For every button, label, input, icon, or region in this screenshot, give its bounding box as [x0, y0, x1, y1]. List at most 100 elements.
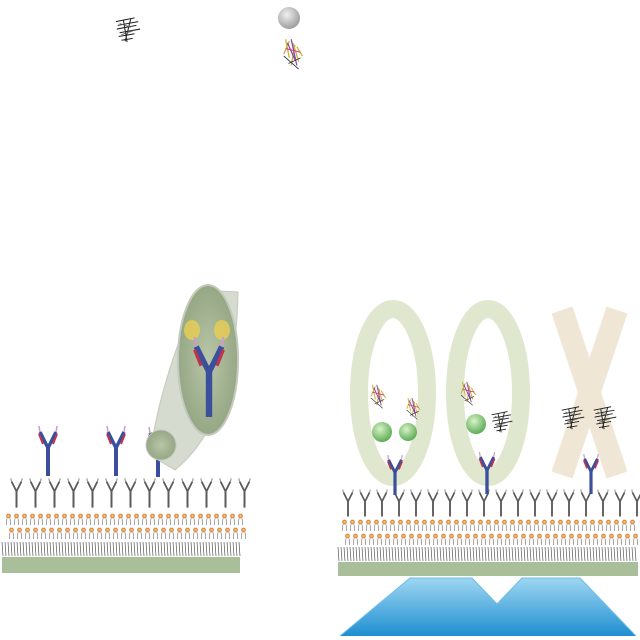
surface-hatch [22, 541, 25, 557]
surface-hatch [532, 546, 535, 562]
surface-hatch [550, 546, 553, 562]
lipid-unit [512, 533, 519, 546]
lipid-unit [549, 519, 556, 532]
blocking-antibody [238, 477, 251, 509]
blocking-antibody [29, 477, 42, 509]
lipid-unit [509, 519, 516, 532]
lipid-unit [21, 513, 28, 526]
lipid-unit [61, 513, 68, 526]
lipid-unit [144, 527, 151, 540]
lipid-unit [112, 527, 119, 540]
surface-hatch [157, 541, 160, 557]
lipid-unit [480, 533, 487, 546]
lipid-unit [344, 533, 351, 546]
surface-hatch [337, 546, 340, 562]
lipid-unit [397, 519, 404, 532]
lipid-unit [237, 513, 244, 526]
surface-hatch [508, 546, 511, 562]
lipid-unit [616, 533, 623, 546]
surface-hatch [46, 541, 49, 557]
blocking-antibody [67, 477, 80, 509]
surface-hatch [214, 541, 217, 557]
surface-hatch [460, 546, 463, 562]
blocking-antibody [48, 477, 61, 509]
surface-hatch [28, 541, 31, 557]
surface-hatch [82, 541, 85, 557]
blocking-antibody [597, 488, 609, 518]
surface-hatch [112, 541, 115, 557]
lipid-unit [77, 513, 84, 526]
surface-hatch [397, 546, 400, 562]
surface-hatch [43, 541, 46, 557]
surface-hatch [151, 541, 154, 557]
surface-hatch [154, 541, 157, 557]
blocking-antibody [342, 488, 354, 518]
lipid-unit [72, 527, 79, 540]
lipid-unit [109, 513, 116, 526]
lipid-unit [104, 527, 111, 540]
lipid-unit [8, 527, 15, 540]
lipid-unit [24, 527, 31, 540]
surface-hatch [418, 546, 421, 562]
lipid-unit [37, 513, 44, 526]
lipid-unit [352, 533, 359, 546]
lipid-unit [88, 527, 95, 540]
surface-hatch [76, 541, 79, 557]
lipid-unit [213, 513, 220, 526]
lipid-unit [504, 533, 511, 546]
surface-hatch [67, 541, 70, 557]
lipid-unit [56, 527, 63, 540]
surface-hatch [166, 541, 169, 557]
surface-hatch [622, 546, 625, 562]
blocking-antibody [181, 477, 194, 509]
surface-hatch [556, 546, 559, 562]
lipid-unit [437, 519, 444, 532]
lipid-unit [608, 533, 615, 546]
lipid-unit [384, 533, 391, 546]
surface-hatch [526, 546, 529, 562]
lipid-unit [48, 527, 55, 540]
lipid-unit [432, 533, 439, 546]
surface-hatch [604, 546, 607, 562]
lipid-unit [456, 533, 463, 546]
surface-hatch [232, 541, 235, 557]
surface-hatch [535, 546, 538, 562]
surface-hatch [196, 541, 199, 557]
surface-hatch [25, 541, 28, 557]
blocking-antibody [427, 488, 439, 518]
blocking-antibody [359, 488, 371, 518]
lipid-unit [464, 533, 471, 546]
surface-hatch [16, 541, 19, 557]
blocking-antibody [376, 488, 388, 518]
lipid-unit [632, 533, 639, 546]
surface-hatch [571, 546, 574, 562]
surface-hatch [415, 546, 418, 562]
blocking-antibody [200, 477, 213, 509]
lipid-unit [597, 519, 604, 532]
lipid-unit [533, 519, 540, 532]
surface-hatch [619, 546, 622, 562]
surface-hatch [226, 541, 229, 557]
lipid-unit [376, 533, 383, 546]
lipid-unit [168, 527, 175, 540]
lipid-unit [360, 533, 367, 546]
blocking-antibody [105, 477, 118, 509]
surface-hatch [118, 541, 121, 557]
blocking-antibody [124, 477, 137, 509]
surface-hatch [421, 546, 424, 562]
surface-hatch [475, 546, 478, 562]
lipid-unit [544, 533, 551, 546]
blocking-antibody [410, 488, 422, 518]
surface-hatch [172, 541, 175, 557]
surface-hatch [205, 541, 208, 557]
left-lipid-layer [1, 513, 247, 557]
lipid-unit [240, 527, 247, 540]
surface-hatch [610, 546, 613, 562]
lipid-unit [16, 527, 23, 540]
surface-hatch [406, 546, 409, 562]
surface-hatch [163, 541, 166, 557]
surface-hatch [202, 541, 205, 557]
lipid-unit [517, 519, 524, 532]
surface-hatch [562, 546, 565, 562]
